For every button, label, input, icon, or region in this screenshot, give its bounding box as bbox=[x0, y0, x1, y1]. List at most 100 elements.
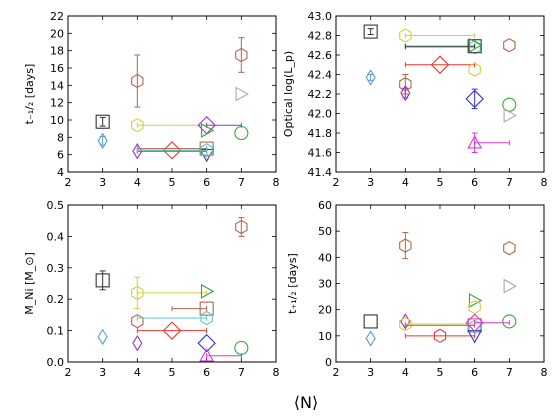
data-point bbox=[235, 37, 248, 73]
data-point bbox=[136, 310, 213, 326]
data-point bbox=[468, 293, 483, 308]
y-tick-label: 10 bbox=[318, 330, 332, 343]
y-tick-label: 8 bbox=[57, 131, 64, 144]
triangle-up-marker bbox=[467, 135, 483, 149]
triangle-right-marker bbox=[235, 86, 249, 102]
thin-diamond-marker bbox=[365, 330, 376, 347]
y-tick-label: 41.4 bbox=[308, 166, 333, 179]
x-tick-label: 8 bbox=[273, 366, 280, 379]
x-tick-label: 5 bbox=[169, 366, 176, 379]
panel-3: 2 3 4 5 6 7 8 0.0 0.1 0.2 0.3 0.4 0.5 M_Ni [M_⊙] bbox=[23, 199, 280, 379]
diamond-marker bbox=[197, 333, 216, 353]
y-tick-label: 50 bbox=[318, 225, 332, 238]
x-tick-label: 2 bbox=[333, 366, 340, 379]
x-tick-label: 5 bbox=[169, 176, 176, 189]
circle-marker bbox=[502, 314, 517, 329]
data-point bbox=[136, 321, 208, 340]
triangle-right-marker bbox=[503, 108, 517, 123]
x-tick-label: 7 bbox=[238, 176, 245, 189]
y-tick-label: 14 bbox=[50, 79, 64, 92]
t-minus-half-axis-label: t₋₁/₂ [days] bbox=[23, 64, 36, 125]
diamond-marker bbox=[162, 141, 182, 160]
y-tick-label: 0.2 bbox=[47, 293, 65, 306]
data-point bbox=[502, 314, 517, 329]
hexagon-marker bbox=[399, 28, 412, 43]
y-tick-label: 4 bbox=[57, 166, 64, 179]
hexagon-marker bbox=[503, 241, 516, 256]
panel-1: 2 3 4 5 6 7 8 4 6 8 10 12 14 16 18 20 22 t₋₁/₂ [days] bbox=[23, 10, 280, 189]
y-tick-label: 10 bbox=[50, 114, 64, 127]
y-tick-label: 12 bbox=[50, 97, 64, 110]
square-marker bbox=[467, 39, 482, 54]
hexagon-marker bbox=[131, 118, 144, 133]
t-plus-half-axis-label: t₊₁/₂ [days] bbox=[286, 253, 299, 314]
x-tick-label: 6 bbox=[203, 366, 210, 379]
data-point bbox=[132, 334, 143, 352]
hexagon-marker bbox=[433, 328, 447, 343]
y-tick-label: 42.6 bbox=[308, 49, 333, 62]
optical-luminosity-axis-label: Optical log(L_p) bbox=[282, 51, 295, 137]
x-tick-label: 3 bbox=[99, 176, 106, 189]
hexagon-marker bbox=[468, 62, 481, 77]
y-tick-label: 30 bbox=[318, 278, 332, 291]
hexagon-marker bbox=[399, 238, 412, 253]
y-tick-label: 42.4 bbox=[308, 69, 333, 82]
data-point bbox=[235, 86, 249, 102]
x-tick-label: 5 bbox=[437, 176, 444, 189]
data-point bbox=[200, 122, 215, 138]
thin-diamond-marker bbox=[365, 69, 376, 86]
data-point bbox=[400, 84, 411, 102]
data-point bbox=[365, 330, 376, 347]
diamond-marker bbox=[162, 321, 182, 340]
hexagon-marker bbox=[131, 73, 144, 89]
y-tick-label: 41.6 bbox=[308, 147, 333, 160]
data-point bbox=[95, 114, 110, 129]
triangle-right-marker bbox=[503, 278, 517, 294]
y-tick-label: 43.0 bbox=[308, 10, 333, 23]
data-point bbox=[235, 217, 248, 237]
x-tick-label: 8 bbox=[541, 176, 548, 189]
x-tick-label: 7 bbox=[506, 176, 513, 189]
x-tick-label: 5 bbox=[437, 366, 444, 379]
x-tick-label: 3 bbox=[367, 366, 374, 379]
square-marker bbox=[199, 141, 214, 156]
data-point bbox=[404, 328, 476, 343]
square-marker bbox=[95, 114, 110, 129]
hexagon-marker bbox=[468, 299, 481, 315]
y-tick-label: 42.0 bbox=[308, 108, 333, 121]
x-tick-label: 6 bbox=[471, 176, 478, 189]
x-tick-label: 4 bbox=[402, 176, 409, 189]
data-point bbox=[363, 24, 378, 39]
hexagon-marker bbox=[235, 219, 248, 235]
y-tick-label: 42.2 bbox=[308, 88, 333, 101]
data-point bbox=[97, 328, 108, 346]
diamond-marker bbox=[465, 89, 484, 109]
data-point bbox=[503, 241, 516, 256]
diamond-marker bbox=[430, 55, 450, 74]
y-tick-label: 0.4 bbox=[47, 230, 65, 243]
x-tick-label: 2 bbox=[65, 366, 72, 379]
figure-x-axis-label: ⟨N⟩ bbox=[294, 393, 318, 412]
x-tick-label: 7 bbox=[238, 366, 245, 379]
y-tick-label: 0.5 bbox=[47, 199, 65, 212]
data-point bbox=[234, 340, 249, 355]
data-point bbox=[399, 28, 476, 43]
x-tick-label: 3 bbox=[99, 366, 106, 379]
data-point bbox=[171, 301, 214, 316]
y-tick-label: 40 bbox=[318, 251, 332, 264]
square-marker bbox=[199, 301, 214, 316]
y-tick-label: 60 bbox=[318, 199, 332, 212]
y-tick-label: 42.8 bbox=[308, 30, 333, 43]
plot-frame bbox=[335, 204, 545, 363]
data-point bbox=[503, 38, 516, 53]
circle-marker bbox=[234, 340, 249, 355]
data-point bbox=[399, 316, 476, 332]
data-point bbox=[136, 143, 213, 158]
data-point bbox=[467, 132, 510, 153]
y-tick-label: 0.0 bbox=[47, 356, 65, 369]
data-point bbox=[131, 54, 144, 108]
y-tick-label: 0.1 bbox=[47, 325, 65, 338]
x-tick-label: 8 bbox=[541, 366, 548, 379]
square-marker bbox=[363, 314, 378, 329]
